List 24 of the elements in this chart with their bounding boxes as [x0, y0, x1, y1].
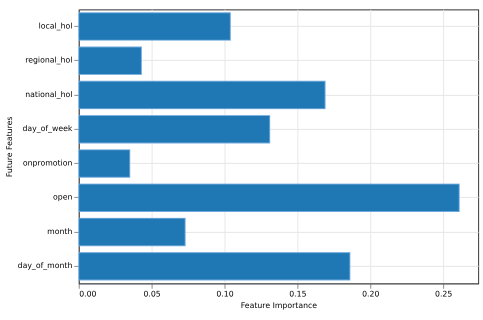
x-tick-label: 0.00 — [79, 290, 97, 299]
y-tick-label: national_hol — [25, 90, 72, 99]
bar — [78, 252, 350, 280]
bar — [78, 46, 142, 75]
x-tick-label: 0.15 — [289, 290, 307, 299]
x-axis-title: Feature Importance — [240, 301, 318, 310]
x-tick-label: 0.25 — [434, 290, 452, 299]
x-tick-label: 0.05 — [143, 290, 161, 299]
y-tick-label: open — [53, 192, 72, 202]
y-tick-label: regional_hol — [25, 56, 72, 65]
y-tick-label: day_of_week — [22, 124, 73, 134]
bar — [78, 184, 460, 212]
bar — [78, 80, 326, 110]
bar — [78, 218, 186, 246]
y-tick-label: day_of_month — [18, 261, 72, 270]
bar — [78, 115, 270, 144]
y-axis-title: Future Features — [4, 116, 14, 178]
y-tick-label: month — [47, 226, 72, 236]
bar — [78, 149, 130, 178]
y-tick-label: onpromotion — [22, 158, 72, 168]
x-tick-label: 0.10 — [216, 290, 234, 299]
bar — [78, 12, 231, 41]
x-tick-label: 0.20 — [362, 290, 380, 299]
y-tick-label: local_hol — [38, 21, 72, 30]
